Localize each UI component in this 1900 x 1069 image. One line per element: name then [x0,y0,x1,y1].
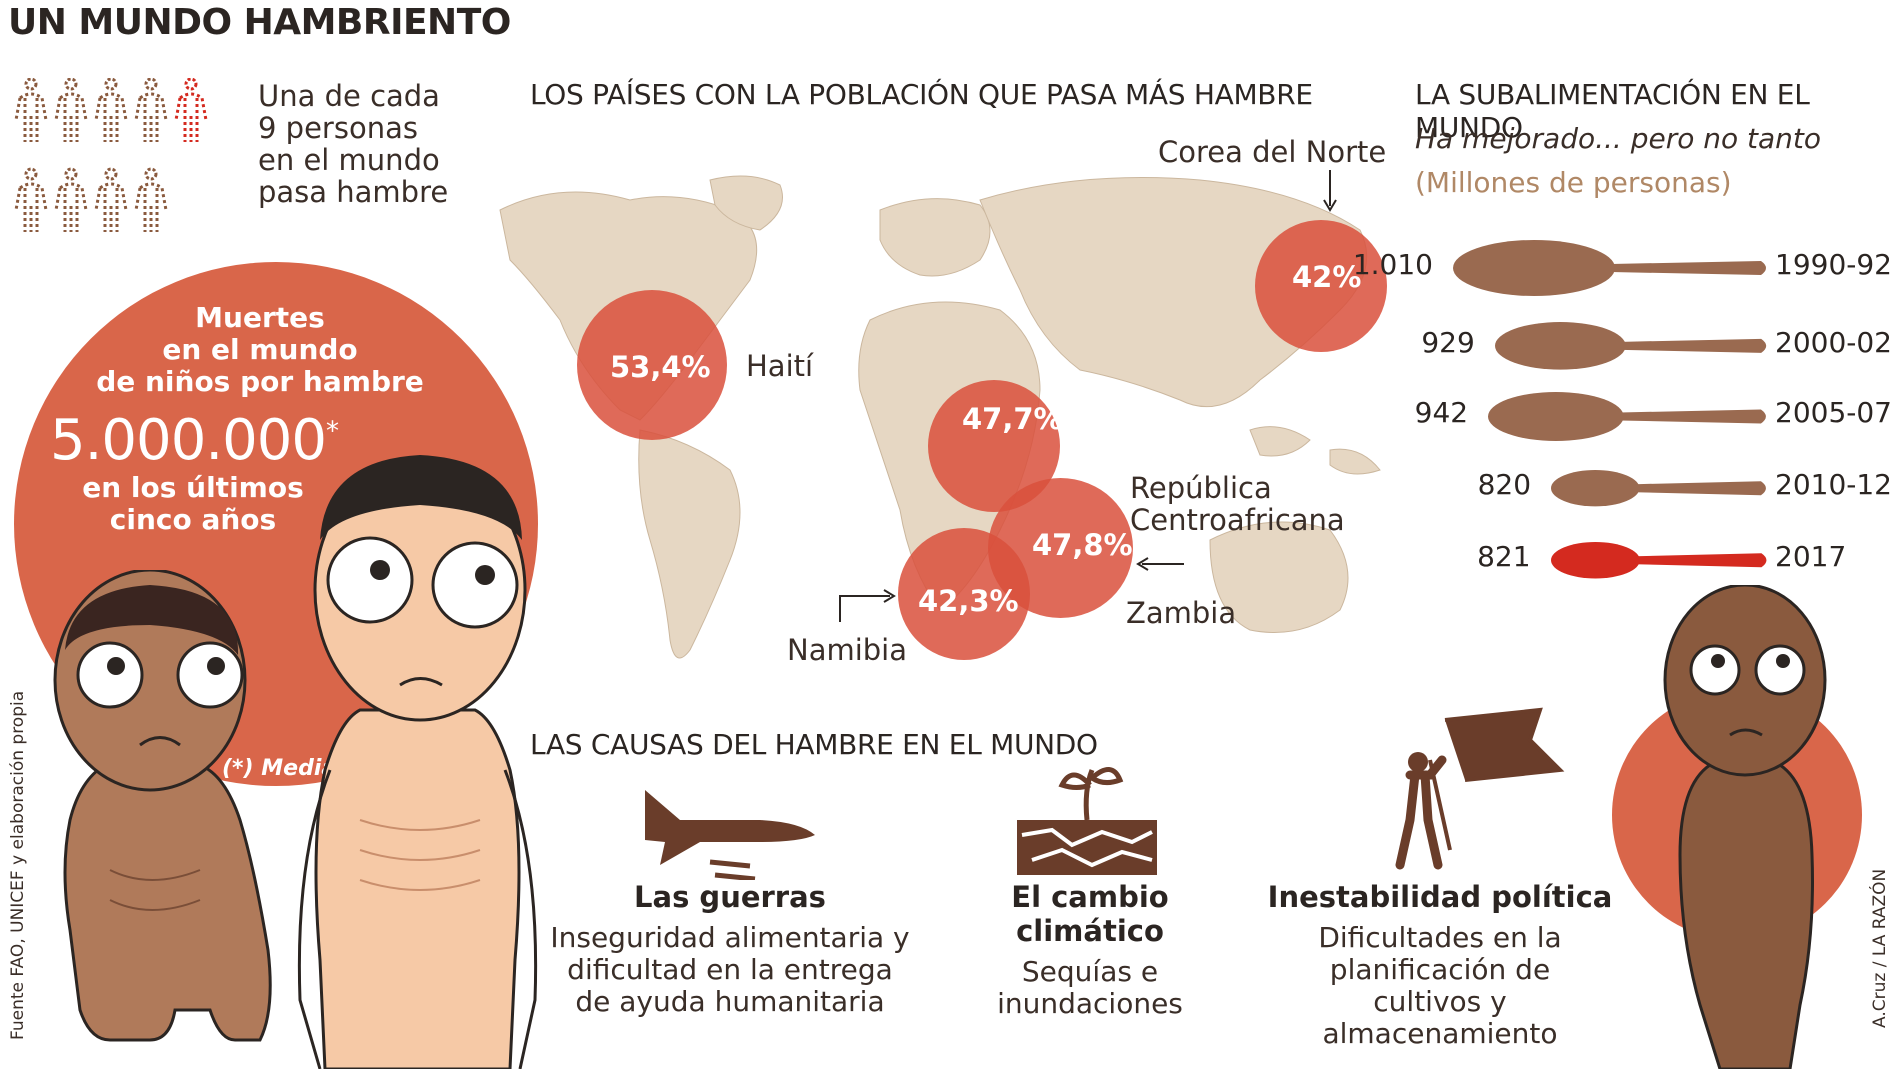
child-deaths-line5: cinco años [109,503,277,536]
person-icon [134,167,168,234]
circle-haiti [577,290,727,440]
spoon-icon [1494,322,1766,370]
child-illustration-right [1663,585,1827,1069]
spoon-value: 1.010 [1352,248,1433,281]
child-deaths-line3: de niños por hambre [96,365,424,398]
greenland-shape [709,175,783,231]
cause-politics: Inestabilidad política Dificultades en l… [1260,880,1620,1050]
spoon-icon [1453,240,1766,296]
spoon-period: 2010-12 [1775,468,1892,501]
cause-climate-title: El cambio climático [1011,880,1169,948]
cause-wars-title: Las guerras [634,880,826,914]
circle-namibia [898,528,1030,660]
person-icon [14,78,48,144]
child-deaths-line1: Muertes [195,301,325,334]
arrow-icon [1136,557,1184,571]
undernourishment-heading: LA SUBALIMENTACIÓN EN EL MUNDO [1415,78,1810,144]
south-america-shape [638,429,741,659]
namibia-value: 42,3% [918,584,1019,618]
people-stat-line3: en el mundo [258,143,440,177]
arrow-icon [1323,170,1337,212]
people-stat-line1: Una de cada [258,79,440,113]
namibia-label: Namibia [787,633,908,667]
protester-flag-icon [1395,707,1565,870]
child-deaths-line4: en los últimos [82,471,304,504]
child-deaths-text: Muertes en el mundo de niños por hambre [60,302,460,398]
person-icon [94,167,128,234]
child-deaths-period: en los últimos cinco años [78,472,308,536]
person-icon [94,78,128,144]
europe-shape [879,198,991,277]
cause-wars-desc2: dificultad en la entrega [567,953,893,986]
spoon-value: 929 [1421,326,1475,359]
spoon-value: 820 [1477,468,1532,501]
people-stat-line2: 9 personas [258,111,418,145]
child-illustration-center [297,455,538,1069]
haiti-label: Haití [746,349,814,383]
asia-shape [979,177,1368,408]
cause-politics-desc3: cultivos y almacenamiento [1322,985,1558,1050]
cause-climate-desc1: Sequías e [1021,955,1159,988]
cause-politics-title: Inestabilidad política [1267,880,1613,914]
arrow-icon [839,589,896,622]
spoon-period: 2005-07 [1775,396,1892,429]
person-highlight-icon [174,78,208,144]
islands-shape [1249,426,1381,475]
person-icon [54,78,88,144]
spoon-value: 942 [1414,396,1469,429]
cause-climate: El cambio climático Sequías e inundacion… [940,880,1240,1020]
undernourishment-unit: (Millones de personas) [1415,166,1732,199]
child-illustration-left [53,570,272,1042]
credit-text: A.Cruz / LA RAZÓN [1870,868,1890,1028]
spoon-icon [1550,541,1766,579]
people-stat-line4: pasa hambre [258,175,449,209]
map-heading: LOS PAÍSES CON LA POBLACIÓN QUE PASA MÁS… [530,78,1313,111]
zambia-value: 47,8% [1032,528,1133,562]
child-deaths-number-value: 5.000.000 [50,408,327,473]
cause-wars-desc1: Inseguridad alimentaria y [550,921,910,954]
circle-north-korea [1255,220,1387,352]
person-icon [54,167,88,234]
cause-climate-desc2: inundaciones [997,987,1183,1020]
cause-politics-desc1: Dificultades en la [1318,921,1562,954]
cause-wars-desc3: de ayuda humanitaria [575,985,885,1018]
spoon-icon [1551,469,1766,507]
asterisk: * [326,416,339,447]
drought-plant-icon [1017,767,1157,875]
cause-wars: Las guerras Inseguridad alimentaria y di… [540,880,920,1018]
fighter-jet-icon [645,790,815,880]
causes-heading: LAS CAUSAS DEL HAMBRE EN EL MUNDO [530,728,1098,761]
person-icon [134,78,168,144]
people-stat-text: Una de cada 9 personas en el mundo pasa … [258,80,448,208]
spoon-period: 2000-02 [1775,326,1892,359]
undernourishment-subtitle: Ha mejorado... pero no tanto [1415,122,1822,155]
australia-shape [1209,521,1349,633]
spoon-value: 821 [1477,540,1531,573]
child-deaths-line2: en el mundo [162,333,358,366]
person-icon [14,167,48,234]
north-korea-value: 42% [1292,260,1362,294]
zambia-label: Zambia [1126,596,1237,630]
cause-politics-desc2: planificación de [1329,953,1551,986]
spoon-period: 1990-92 [1775,248,1892,281]
haiti-value: 53,4% [610,350,711,384]
page-title: UN MUNDO HAMBRIENTO [8,2,511,43]
source-text: Fuente FAO, UNICEF y elaboración propia [8,690,28,1040]
spoon-period: 2017 [1775,540,1847,573]
footnote: (*) Media [222,756,337,781]
car-label-line1: República [1130,471,1272,505]
child-deaths-number: 5.000.000* [50,408,339,473]
car-label-line2: Centroafricana [1130,503,1345,537]
car-label: República Centroafricana [1130,472,1345,536]
spoon-icon [1488,391,1766,441]
car-value: 47,7% [962,402,1063,436]
people-pictogram [14,78,208,234]
north-korea-label: Corea del Norte [1158,135,1387,169]
